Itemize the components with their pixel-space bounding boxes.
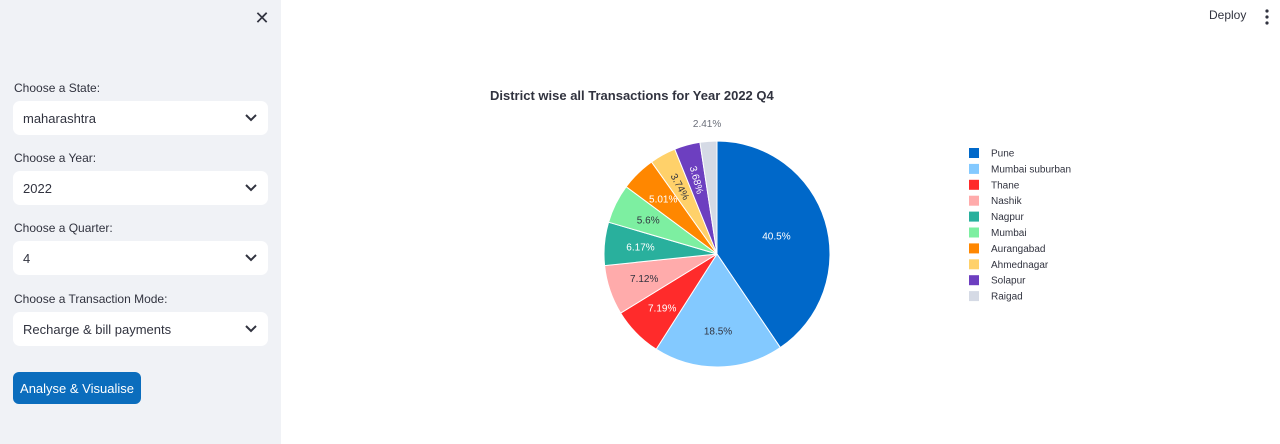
legend-label: Aurangabad <box>991 244 1046 255</box>
pie-slice-mumbai-suburban[interactable] <box>655 253 782 368</box>
legend-swatch <box>969 291 979 302</box>
pie-slice-pune[interactable] <box>716 140 831 349</box>
deploy-button[interactable]: Deploy <box>1209 8 1247 22</box>
legend-swatch <box>969 179 979 190</box>
legend-item-ahmednagar[interactable]: Ahmednagar <box>969 259 1049 271</box>
state-select-value: maharashtra <box>23 110 96 126</box>
pie-slice-raigad[interactable] <box>699 140 718 255</box>
transaction-mode-label: Choose a Transaction Mode: <box>14 292 168 306</box>
chevron-down-icon <box>244 322 258 336</box>
chevron-down-icon <box>244 111 258 125</box>
legend-label: Solapur <box>991 276 1026 287</box>
transaction-mode-select-value: Recharge & bill payments <box>23 321 172 337</box>
chevron-down-icon <box>244 251 258 265</box>
quarter-select[interactable]: 4 <box>13 241 268 275</box>
legend-label: Ahmednagar <box>991 260 1049 271</box>
legend-label: Nagpur <box>991 212 1024 223</box>
legend-swatch <box>969 148 979 158</box>
analyse-visualise-button[interactable]: Analyse & Visualise <box>13 372 141 404</box>
legend-label: Raigad <box>991 292 1023 303</box>
year-select[interactable]: 2022 <box>13 171 268 205</box>
legend-swatch <box>969 275 979 286</box>
slice-label-aurangabad: 5.01% <box>649 195 677 206</box>
legend-item-thane[interactable]: Thane <box>969 179 1020 192</box>
slice-label-thane: 7.19% <box>648 303 676 314</box>
slice-label-raigad: 2.41% <box>693 119 721 130</box>
legend-swatch <box>969 227 979 238</box>
sidebar: ✕ Choose a State: maharashtra Choose a Y… <box>0 0 281 444</box>
legend-label: Mumbai suburban <box>991 164 1071 175</box>
legend-swatch <box>969 211 979 222</box>
quarter-select-value: 4 <box>23 250 31 266</box>
legend-item-pune[interactable]: Pune <box>969 148 1015 160</box>
slice-label-mumbai-suburban: 18.5% <box>704 326 732 337</box>
pie-chart: District wise all Transactions for Year … <box>490 88 1071 368</box>
legend-swatch <box>969 259 979 270</box>
chart-title: District wise all Transactions for Year … <box>490 88 775 103</box>
chevron-down-icon <box>244 181 258 195</box>
year-select-value: 2022 <box>23 180 52 196</box>
legend-swatch <box>969 195 979 206</box>
legend-item-nashik[interactable]: Nashik <box>969 195 1023 208</box>
year-label: Choose a Year: <box>14 151 97 165</box>
legend-swatch <box>969 243 979 254</box>
legend-label: Mumbai <box>991 228 1027 239</box>
slice-label-pune: 40.5% <box>762 231 790 242</box>
state-select[interactable]: maharashtra <box>13 101 268 135</box>
legend-label: Pune <box>991 149 1015 160</box>
legend-item-aurangabad[interactable]: Aurangabad <box>969 243 1046 255</box>
legend-item-mumbai[interactable]: Mumbai <box>969 227 1027 240</box>
legend-item-solapur[interactable]: Solapur <box>969 275 1026 287</box>
legend-item-raigad[interactable]: Raigad <box>969 291 1023 303</box>
legend-item-nagpur[interactable]: Nagpur <box>969 211 1024 224</box>
legend-label: Thane <box>991 180 1020 191</box>
state-label: Choose a State: <box>14 81 101 95</box>
close-icon[interactable]: ✕ <box>254 8 270 28</box>
legend-item-mumbai-suburban[interactable]: Mumbai suburban <box>969 163 1071 176</box>
slice-label-mumbai: 5.6% <box>637 215 660 226</box>
vertical-dots-icon[interactable] <box>1260 8 1274 26</box>
slice-label-nashik: 7.12% <box>630 274 658 285</box>
quarter-label: Choose a Quarter: <box>14 221 113 235</box>
legend-label: Nashik <box>991 196 1023 207</box>
legend-swatch <box>969 163 979 174</box>
slice-label-nagpur: 6.17% <box>626 242 654 253</box>
transaction-mode-select[interactable]: Recharge & bill payments <box>13 312 268 346</box>
